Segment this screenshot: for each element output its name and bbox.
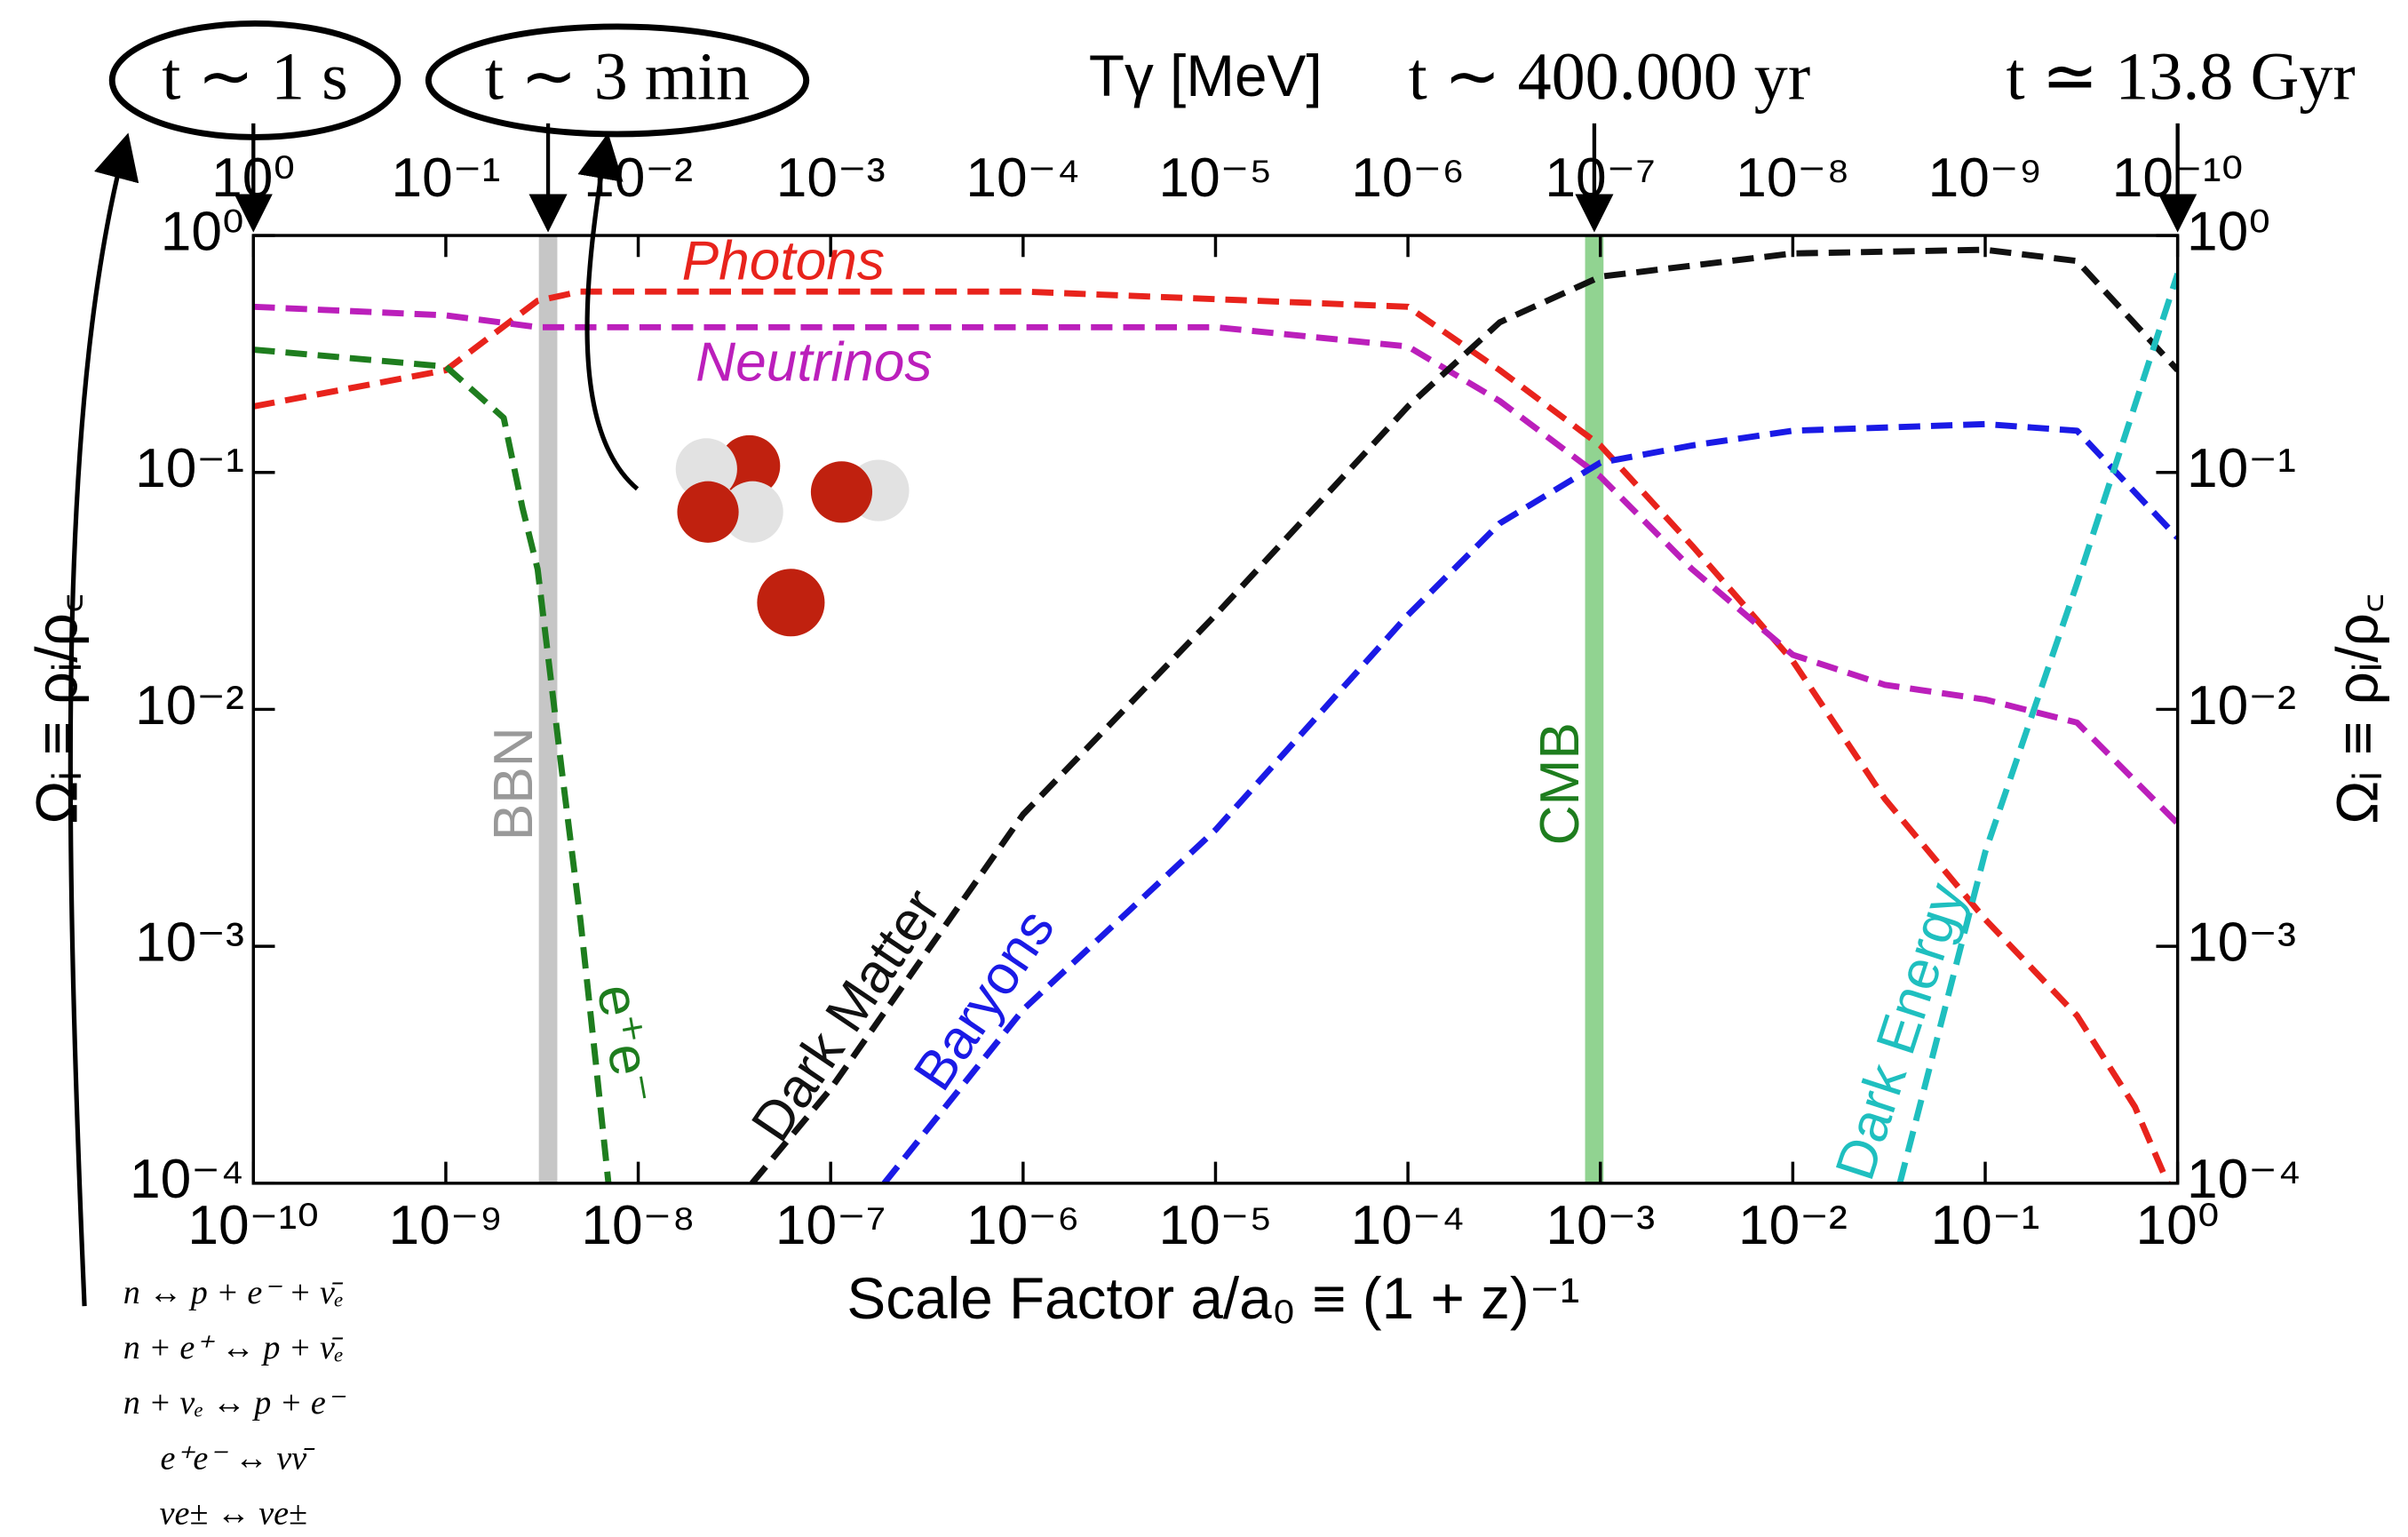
y-tick-label: 10⁻²	[135, 675, 244, 737]
reaction: n + e⁺ ↔ p + ν̄ₑ	[123, 1329, 344, 1366]
y-tick-label: 10⁻⁴	[130, 1149, 244, 1210]
x-tick-label: 10⁻⁶	[966, 1195, 1080, 1256]
x-tick-label: 10⁻⁵	[1159, 1195, 1273, 1256]
x2-tick-label: 10⁻⁵	[1159, 147, 1273, 209]
x-axis-title: Scale Factor a/a₀ ≡ (1 + z)⁻¹	[846, 1266, 1579, 1331]
x2-tick-label: 10⁻⁹	[1928, 147, 2043, 209]
arrow	[68, 132, 139, 1307]
series-label: Photons	[682, 230, 885, 291]
curves	[253, 246, 2178, 1183]
axes: 10⁻¹⁰ 10⁻⁹ 10⁻⁸ 10⁻⁷ 10⁻⁶ 10⁻⁵ 10⁻⁴ 10⁻³ 10⁻² 10⁻…	[130, 147, 2301, 1256]
y2-tick-label: 10⁻³	[2187, 912, 2296, 974]
y2-tick-label: 10⁻²	[2187, 675, 2296, 737]
annotation: t ∼ 1 s	[162, 39, 348, 114]
series-label: Dark Energy	[1824, 876, 1978, 1187]
x-tick-label: 10⁻⁹	[389, 1195, 504, 1256]
series-line	[253, 288, 2172, 1183]
x2-tick-label: 10⁻¹	[392, 147, 501, 209]
reaction: n ↔ p + e⁻ + ν̄ₑ	[123, 1274, 344, 1311]
x-tick-label: 10⁻⁷	[775, 1195, 886, 1256]
annotation: t ∼ 3 min	[485, 39, 750, 114]
y2-tick-label: 10⁻⁴	[2187, 1149, 2301, 1210]
band-label: BBN	[483, 727, 544, 840]
x-tick-label: 10⁰	[2136, 1195, 2220, 1256]
reaction: n + νₑ ↔ p + e⁻	[123, 1384, 346, 1422]
reactions: n ↔ p + e⁻ + ν̄ₑ n + e⁺ ↔ p + ν̄ₑ n + νₑ ↔…	[123, 1274, 346, 1533]
nuclei-icon	[675, 434, 910, 637]
x-tick-label: 10⁻⁴	[1351, 1195, 1466, 1256]
y-tick-label: 10⁰	[161, 201, 244, 262]
y-axis-title: Ωᵢ ≡ ρᵢ/ρ꜀	[25, 593, 90, 824]
series-line	[253, 303, 2178, 826]
x-tick-label: 10⁻²	[1738, 1195, 1848, 1256]
y2-tick-label: 10⁻¹	[2187, 438, 2296, 499]
series-line	[1896, 273, 2178, 1183]
x2-tick-label: 10⁻⁸	[1736, 147, 1849, 209]
series-line	[253, 346, 612, 1183]
band	[538, 235, 558, 1183]
x2-tick-label: 10⁻³	[776, 147, 886, 209]
x-tick-label: 10⁻¹	[1931, 1195, 2040, 1256]
x-tick-label: 10⁻³	[1546, 1195, 1655, 1256]
x-tick-label: 10⁻⁸	[581, 1195, 695, 1256]
reaction: e⁺e⁻ ↔ νν̄	[160, 1439, 315, 1477]
x-tick-label: 10⁻¹⁰	[187, 1195, 319, 1256]
y2-axis-title: Ωᵢ ≡ ρᵢ/ρ꜀	[2325, 593, 2389, 824]
series-label: Neutrinos	[695, 331, 932, 393]
y-tick-label: 10⁻¹	[135, 438, 244, 499]
x2-tick-label: 10⁻⁴	[966, 147, 1080, 209]
annotation: t ≃ 13.8 Gyr	[2006, 39, 2355, 114]
band-label: CMB	[1530, 722, 1591, 845]
series-label: Dark Matter	[740, 879, 952, 1152]
reaction: νe± ↔ νe±	[160, 1495, 307, 1533]
top-axis-title: Tγ [MeV]	[1089, 44, 1323, 108]
arrow	[577, 132, 640, 491]
x2-tick-label: 10⁻⁷	[1545, 147, 1656, 209]
series-line	[750, 246, 2178, 1183]
y2-tick-label: 10⁰	[2187, 201, 2270, 262]
series-line	[881, 420, 2178, 1183]
band	[1585, 235, 1604, 1183]
x2-tick-label: 10⁻⁶	[1351, 147, 1465, 209]
annotation: t ∼ 400.000 yr	[1409, 39, 1810, 114]
y-tick-label: 10⁻³	[135, 912, 244, 974]
